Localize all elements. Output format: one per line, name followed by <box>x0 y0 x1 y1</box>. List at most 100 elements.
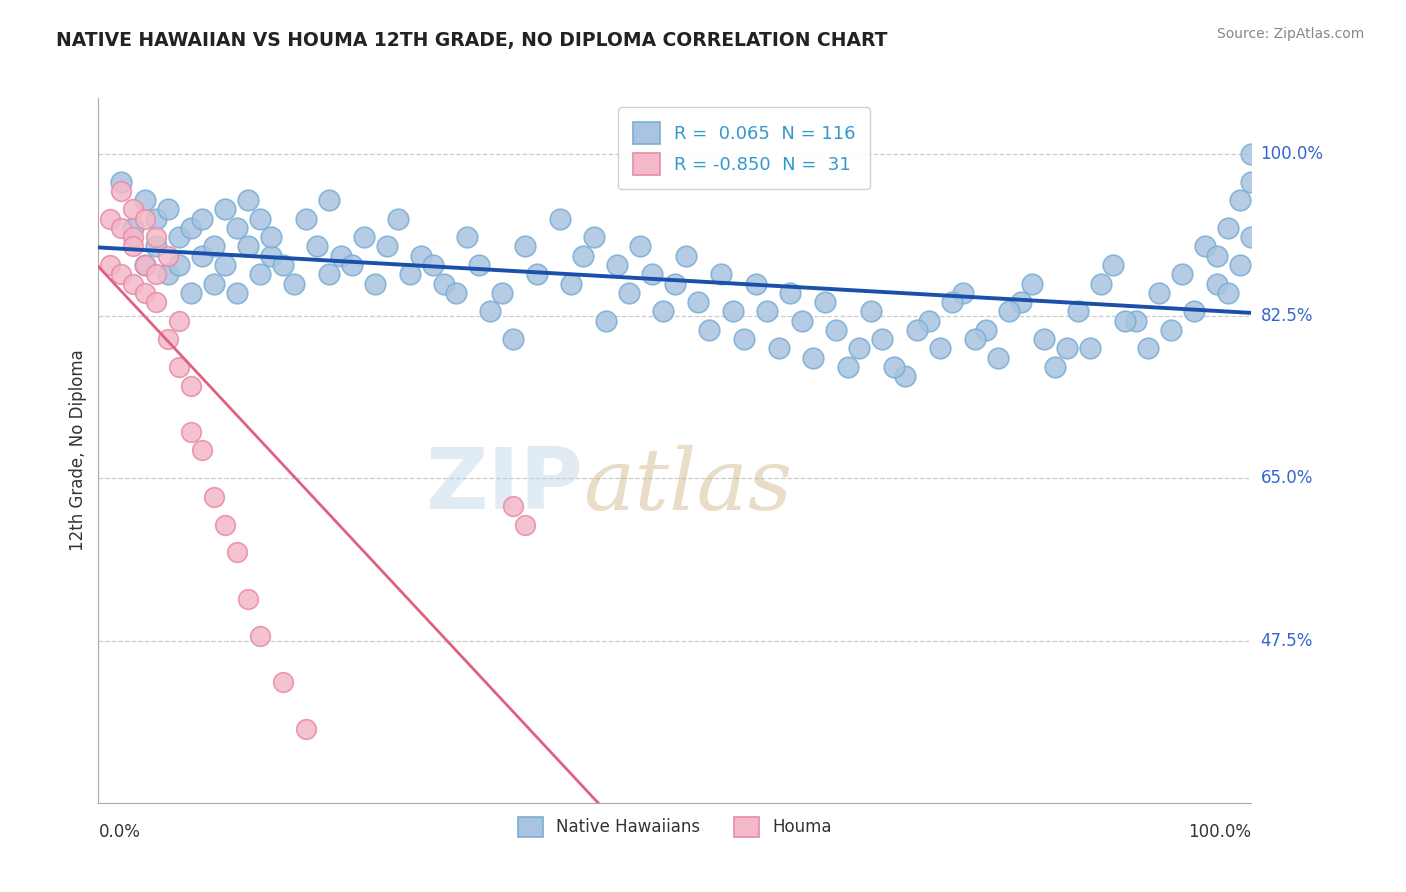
Point <box>134 258 156 272</box>
Point <box>260 230 283 244</box>
Point <box>1160 323 1182 337</box>
Point <box>271 675 294 690</box>
Point <box>422 258 444 272</box>
Point <box>628 239 651 253</box>
Point <box>837 359 859 374</box>
Point <box>122 239 145 253</box>
Point <box>1147 285 1170 300</box>
Point <box>134 211 156 226</box>
Point <box>238 239 260 253</box>
Point <box>225 285 247 300</box>
Point <box>191 211 214 226</box>
Point <box>225 221 247 235</box>
Legend: Native Hawaiians, Houma: Native Hawaiians, Houma <box>512 810 838 844</box>
Point <box>502 499 524 513</box>
Point <box>122 277 145 291</box>
Point <box>848 342 870 356</box>
Point <box>1229 258 1251 272</box>
Point <box>1090 277 1112 291</box>
Point <box>1136 342 1159 356</box>
Point <box>433 277 456 291</box>
Point <box>202 277 225 291</box>
Text: Source: ZipAtlas.com: Source: ZipAtlas.com <box>1216 27 1364 41</box>
Point <box>202 490 225 504</box>
Point <box>122 221 145 235</box>
Point <box>167 313 190 327</box>
Point <box>929 342 952 356</box>
Point <box>110 175 132 189</box>
Point <box>110 221 132 235</box>
Point <box>1240 175 1263 189</box>
Point <box>191 249 214 263</box>
Point <box>214 202 236 217</box>
Point <box>872 332 894 346</box>
Y-axis label: 12th Grade, No Diploma: 12th Grade, No Diploma <box>69 350 87 551</box>
Point <box>583 230 606 244</box>
Point <box>710 268 733 282</box>
Point <box>134 258 156 272</box>
Point <box>167 258 190 272</box>
Point <box>145 230 167 244</box>
Point <box>1240 230 1263 244</box>
Point <box>249 211 271 226</box>
Text: 100.0%: 100.0% <box>1188 823 1251 841</box>
Point <box>768 342 790 356</box>
Point <box>156 268 179 282</box>
Point <box>260 249 283 263</box>
Point <box>134 285 156 300</box>
Point <box>307 239 329 253</box>
Point <box>1078 342 1101 356</box>
Point <box>156 332 179 346</box>
Point <box>560 277 582 291</box>
Point <box>548 211 571 226</box>
Point <box>571 249 593 263</box>
Point <box>1032 332 1054 346</box>
Point <box>1218 221 1240 235</box>
Point <box>318 193 340 207</box>
Text: 65.0%: 65.0% <box>1261 469 1313 487</box>
Point <box>249 629 271 643</box>
Point <box>398 268 420 282</box>
Point <box>225 545 247 559</box>
Point <box>883 359 905 374</box>
Point <box>283 277 305 291</box>
Point <box>526 268 548 282</box>
Point <box>110 268 132 282</box>
Point <box>387 211 409 226</box>
Point <box>295 211 318 226</box>
Point <box>998 304 1021 318</box>
Point <box>686 295 709 310</box>
Point <box>1125 313 1147 327</box>
Point <box>963 332 986 346</box>
Point <box>456 230 478 244</box>
Point <box>664 277 686 291</box>
Point <box>502 332 524 346</box>
Point <box>814 295 837 310</box>
Point <box>779 285 801 300</box>
Point <box>1229 193 1251 207</box>
Point <box>145 239 167 253</box>
Point <box>167 230 190 244</box>
Point <box>180 285 202 300</box>
Point <box>721 304 744 318</box>
Point <box>98 211 121 226</box>
Point <box>513 239 536 253</box>
Point <box>145 211 167 226</box>
Point <box>122 202 145 217</box>
Point <box>941 295 963 310</box>
Text: 100.0%: 100.0% <box>1261 145 1323 162</box>
Point <box>98 258 121 272</box>
Point <box>214 517 236 532</box>
Point <box>238 193 260 207</box>
Point <box>790 313 813 327</box>
Point <box>238 591 260 606</box>
Point <box>917 313 939 327</box>
Point <box>491 285 513 300</box>
Point <box>364 277 387 291</box>
Point <box>271 258 294 272</box>
Point <box>191 443 214 458</box>
Point <box>756 304 779 318</box>
Point <box>825 323 848 337</box>
Point <box>134 193 156 207</box>
Point <box>295 722 318 736</box>
